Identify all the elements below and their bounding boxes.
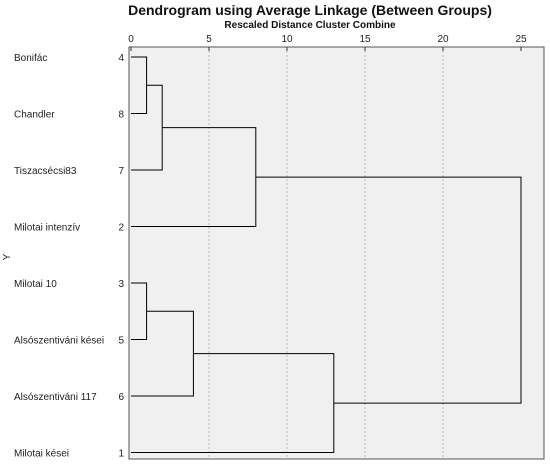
leaf-id: 7 <box>118 166 124 177</box>
leaf-id: 6 <box>118 392 124 403</box>
leaf-label: Alsószentiváni 117 <box>14 392 97 403</box>
leaf-id: 2 <box>118 223 124 234</box>
leaf-id: 8 <box>118 110 124 121</box>
x-tick-label: 20 <box>437 34 449 45</box>
leaf-label: Milotai intenzív <box>14 223 80 234</box>
leaf-id: 3 <box>118 279 124 290</box>
leaf-label: Chandler <box>14 110 55 121</box>
x-tick-label: 25 <box>515 34 527 45</box>
x-axis-label: Rescaled Distance Cluster Combine <box>224 20 396 31</box>
leaf-label: Milotai 10 <box>14 279 57 290</box>
x-tick-label: 0 <box>128 34 134 45</box>
leaf-label: Bonifác <box>14 53 47 64</box>
chart-title: Dendrogram using Average Linkage (Betwee… <box>128 2 492 18</box>
plot-area <box>128 46 545 460</box>
y-axis-label: Y <box>2 253 13 260</box>
x-tick-label: 10 <box>281 34 293 45</box>
dendrogram-link <box>255 176 522 404</box>
leaf-id: 1 <box>118 449 124 460</box>
leaf-label: Alsószentiváni kései <box>14 336 104 347</box>
x-tick-label: 5 <box>206 34 212 45</box>
leaf-label: Milotai kései <box>14 449 69 460</box>
leaf-id: 5 <box>118 336 124 347</box>
leaf-id: 4 <box>118 53 124 64</box>
x-tick-label: 15 <box>359 34 371 45</box>
leaf-label: Tiszacsécsi83 <box>14 166 77 177</box>
